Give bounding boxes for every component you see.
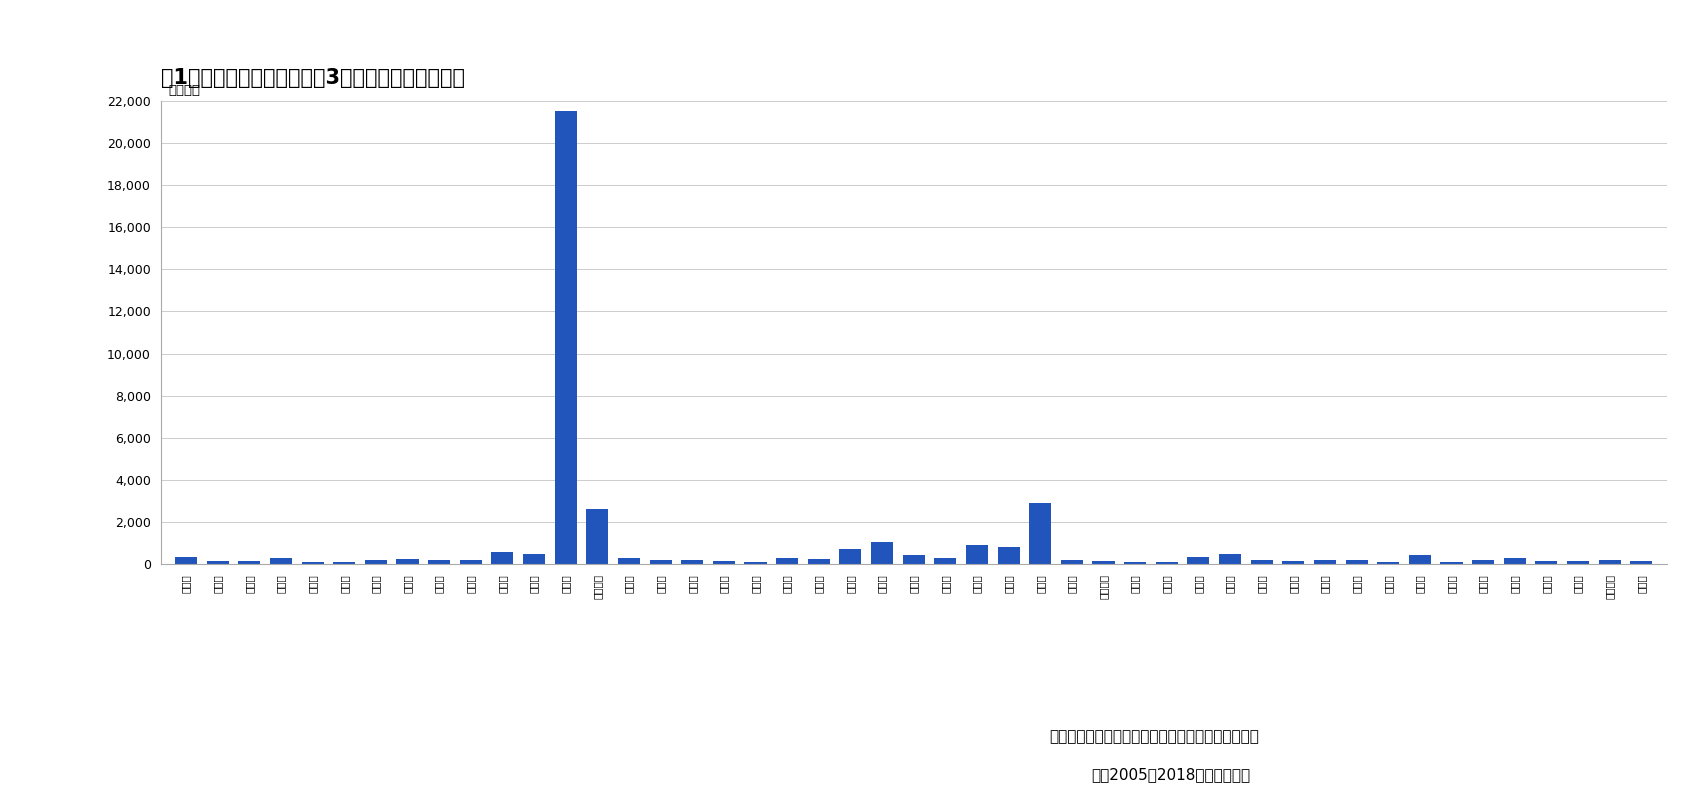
Text: 出典：全国社会福祉協議会ウエブサイトを基に作成: 出典：全国社会福祉協議会ウエブサイトを基に作成 — [1049, 729, 1259, 745]
Bar — [839, 550, 861, 564]
Bar — [555, 111, 577, 564]
Bar — [1156, 563, 1178, 564]
Bar — [682, 560, 704, 564]
Bar — [934, 559, 956, 564]
Bar — [871, 542, 893, 564]
Bar — [1599, 560, 1621, 564]
Bar — [1440, 562, 1462, 564]
Bar — [1409, 555, 1431, 564]
Bar — [966, 545, 988, 564]
Bar — [777, 559, 799, 564]
Bar — [271, 559, 293, 564]
Bar — [1377, 562, 1399, 564]
Bar — [618, 558, 640, 564]
Bar — [206, 561, 228, 564]
Bar — [807, 559, 829, 564]
Bar — [1093, 561, 1115, 564]
Bar — [1535, 561, 1557, 564]
Bar — [585, 509, 609, 564]
Bar — [1567, 562, 1589, 564]
Bar — [239, 562, 261, 564]
Bar — [1029, 503, 1051, 564]
Bar — [396, 559, 418, 564]
Bar — [998, 547, 1020, 564]
Bar — [460, 560, 482, 564]
Bar — [902, 555, 926, 564]
Bar — [523, 554, 545, 564]
Bar — [712, 561, 734, 564]
Bar — [491, 551, 513, 564]
Bar — [1250, 560, 1272, 564]
Bar — [1504, 559, 1526, 564]
Bar — [744, 562, 766, 564]
Text: 注：2005～2018年度の実績。: 注：2005～2018年度の実績。 — [1091, 767, 1250, 783]
Bar — [1315, 560, 1337, 564]
Bar — [428, 560, 450, 564]
Bar — [1629, 561, 1653, 564]
Bar — [1188, 557, 1210, 564]
Bar — [1472, 560, 1494, 564]
Bar — [333, 562, 355, 564]
Bar — [1218, 554, 1242, 564]
Text: 図1：都道府県別に見た福祉3者評価事業の受審件数: 図1：都道府県別に見た福祉3者評価事業の受審件数 — [161, 68, 465, 88]
Bar — [301, 562, 323, 564]
Bar — [1283, 561, 1305, 564]
Bar — [1061, 560, 1083, 564]
Bar — [174, 558, 198, 564]
Bar — [650, 560, 672, 564]
Bar — [1345, 559, 1367, 564]
Bar — [365, 560, 387, 564]
Bar — [1123, 562, 1145, 564]
Text: 単位：件: 単位：件 — [168, 84, 200, 97]
